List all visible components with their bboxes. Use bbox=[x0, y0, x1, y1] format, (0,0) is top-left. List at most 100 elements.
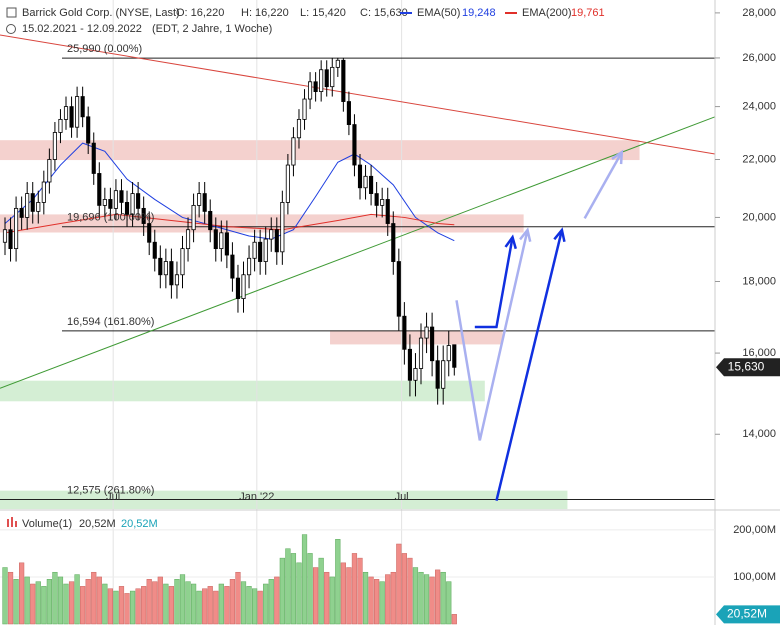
candle-body bbox=[63, 106, 69, 120]
volume-bar bbox=[440, 571, 446, 625]
candle-body bbox=[14, 207, 19, 250]
volume-bar bbox=[174, 579, 180, 625]
candle-body bbox=[124, 202, 130, 215]
y-tick-label: 24,000 bbox=[742, 101, 776, 113]
volume-bar bbox=[407, 557, 413, 625]
volume-bar bbox=[118, 586, 125, 625]
ohlc-label: C: 15,630 bbox=[360, 7, 408, 19]
volume-bar bbox=[374, 579, 380, 625]
candle-body bbox=[80, 96, 85, 118]
trendline bbox=[0, 34, 716, 155]
volume-bar bbox=[235, 571, 241, 625]
volume-bar bbox=[168, 586, 175, 625]
checkbox-icon[interactable] bbox=[6, 7, 17, 18]
candle-body bbox=[380, 199, 385, 206]
volume-bar bbox=[129, 590, 136, 625]
candle-body bbox=[241, 274, 246, 300]
candle-body bbox=[86, 116, 91, 144]
candle-body bbox=[424, 326, 429, 339]
trendline bbox=[0, 116, 716, 389]
candle-body bbox=[58, 118, 63, 133]
candle-body bbox=[119, 190, 124, 203]
candle-body bbox=[335, 59, 340, 68]
candle-body bbox=[208, 210, 213, 231]
candle-body bbox=[219, 232, 224, 250]
candle-body bbox=[330, 66, 335, 88]
volume-bar bbox=[179, 574, 186, 625]
volume-bar bbox=[451, 614, 457, 625]
volume-bar bbox=[68, 581, 75, 625]
y-tick-label: 18,000 bbox=[742, 275, 776, 287]
volume-bar bbox=[351, 553, 358, 625]
volume-bar bbox=[296, 562, 302, 625]
candle-body bbox=[25, 193, 30, 218]
volume-bar bbox=[318, 557, 324, 625]
candle-body bbox=[102, 199, 107, 206]
fib-level-label: 19,696 (100.00%) bbox=[67, 212, 154, 224]
volume-bar bbox=[418, 571, 424, 625]
volume-bar bbox=[35, 581, 41, 625]
volume-legend-value: 20,52M bbox=[79, 518, 116, 530]
volume-bar bbox=[163, 583, 169, 625]
candle-body bbox=[41, 181, 46, 203]
volume-bar bbox=[390, 571, 396, 625]
volume-bar bbox=[329, 576, 335, 625]
volume-legend-icon bbox=[11, 517, 13, 527]
volume-bar bbox=[224, 586, 230, 625]
volume-bar bbox=[41, 586, 47, 625]
volume-bar bbox=[46, 579, 52, 625]
volume-bar bbox=[346, 567, 352, 625]
volume-bar bbox=[435, 569, 441, 625]
forecast-arrow-head bbox=[553, 227, 566, 243]
candle-body bbox=[402, 315, 407, 350]
candle-body bbox=[252, 241, 257, 259]
volume-bar bbox=[446, 581, 452, 625]
date-range: 15.02.2021 - 12.09.2022 bbox=[22, 23, 142, 35]
forecast-arrow bbox=[495, 229, 564, 502]
candle-body bbox=[224, 232, 229, 256]
volume-bar bbox=[102, 583, 108, 625]
candle-body bbox=[274, 229, 279, 253]
price-tag-label: 15,630 bbox=[728, 359, 765, 373]
ohlc-label: H: 16,220 bbox=[241, 7, 289, 19]
zone bbox=[330, 330, 503, 345]
volume-bar bbox=[113, 590, 119, 625]
volume-bar bbox=[152, 581, 158, 625]
volume-bar bbox=[301, 534, 308, 625]
candle-body bbox=[357, 164, 363, 189]
volume-bar bbox=[213, 590, 219, 625]
legend-value: 19,761 bbox=[571, 7, 605, 19]
volume-bar bbox=[251, 588, 258, 625]
forecast-arrow-head bbox=[504, 234, 517, 250]
candle-body bbox=[75, 96, 80, 128]
candle-body bbox=[30, 193, 35, 212]
legend-label: EMA(50) bbox=[417, 7, 460, 19]
volume-bar bbox=[190, 583, 197, 625]
candle-body bbox=[291, 137, 296, 166]
volume-legend-icon bbox=[15, 521, 17, 527]
candle-body bbox=[163, 261, 168, 276]
candle-body bbox=[197, 193, 202, 206]
subtitle: (EDT, 2 Jahre, 1 Woche) bbox=[152, 23, 272, 35]
candle-body bbox=[113, 190, 118, 209]
volume-bar bbox=[385, 574, 391, 625]
volume-bar bbox=[52, 571, 58, 625]
volume-bar bbox=[196, 590, 202, 625]
volume-bar bbox=[141, 586, 147, 625]
volume-bar bbox=[257, 590, 263, 625]
volume-bar bbox=[246, 586, 252, 625]
volume-bar bbox=[263, 583, 269, 625]
ohlc-label: O: 16,220 bbox=[176, 7, 224, 19]
candle-body bbox=[280, 202, 285, 253]
volume-bar bbox=[135, 588, 141, 625]
candle-body bbox=[147, 223, 152, 243]
candle-body bbox=[313, 81, 318, 92]
volume-bar bbox=[313, 567, 319, 625]
volume-bar bbox=[368, 576, 374, 625]
candle-body bbox=[36, 202, 41, 212]
ohlc-label: L: 15,420 bbox=[300, 7, 346, 19]
legend-label: EMA(200) bbox=[522, 7, 572, 19]
forecast-arrow bbox=[474, 236, 514, 329]
candle-body bbox=[263, 238, 268, 262]
